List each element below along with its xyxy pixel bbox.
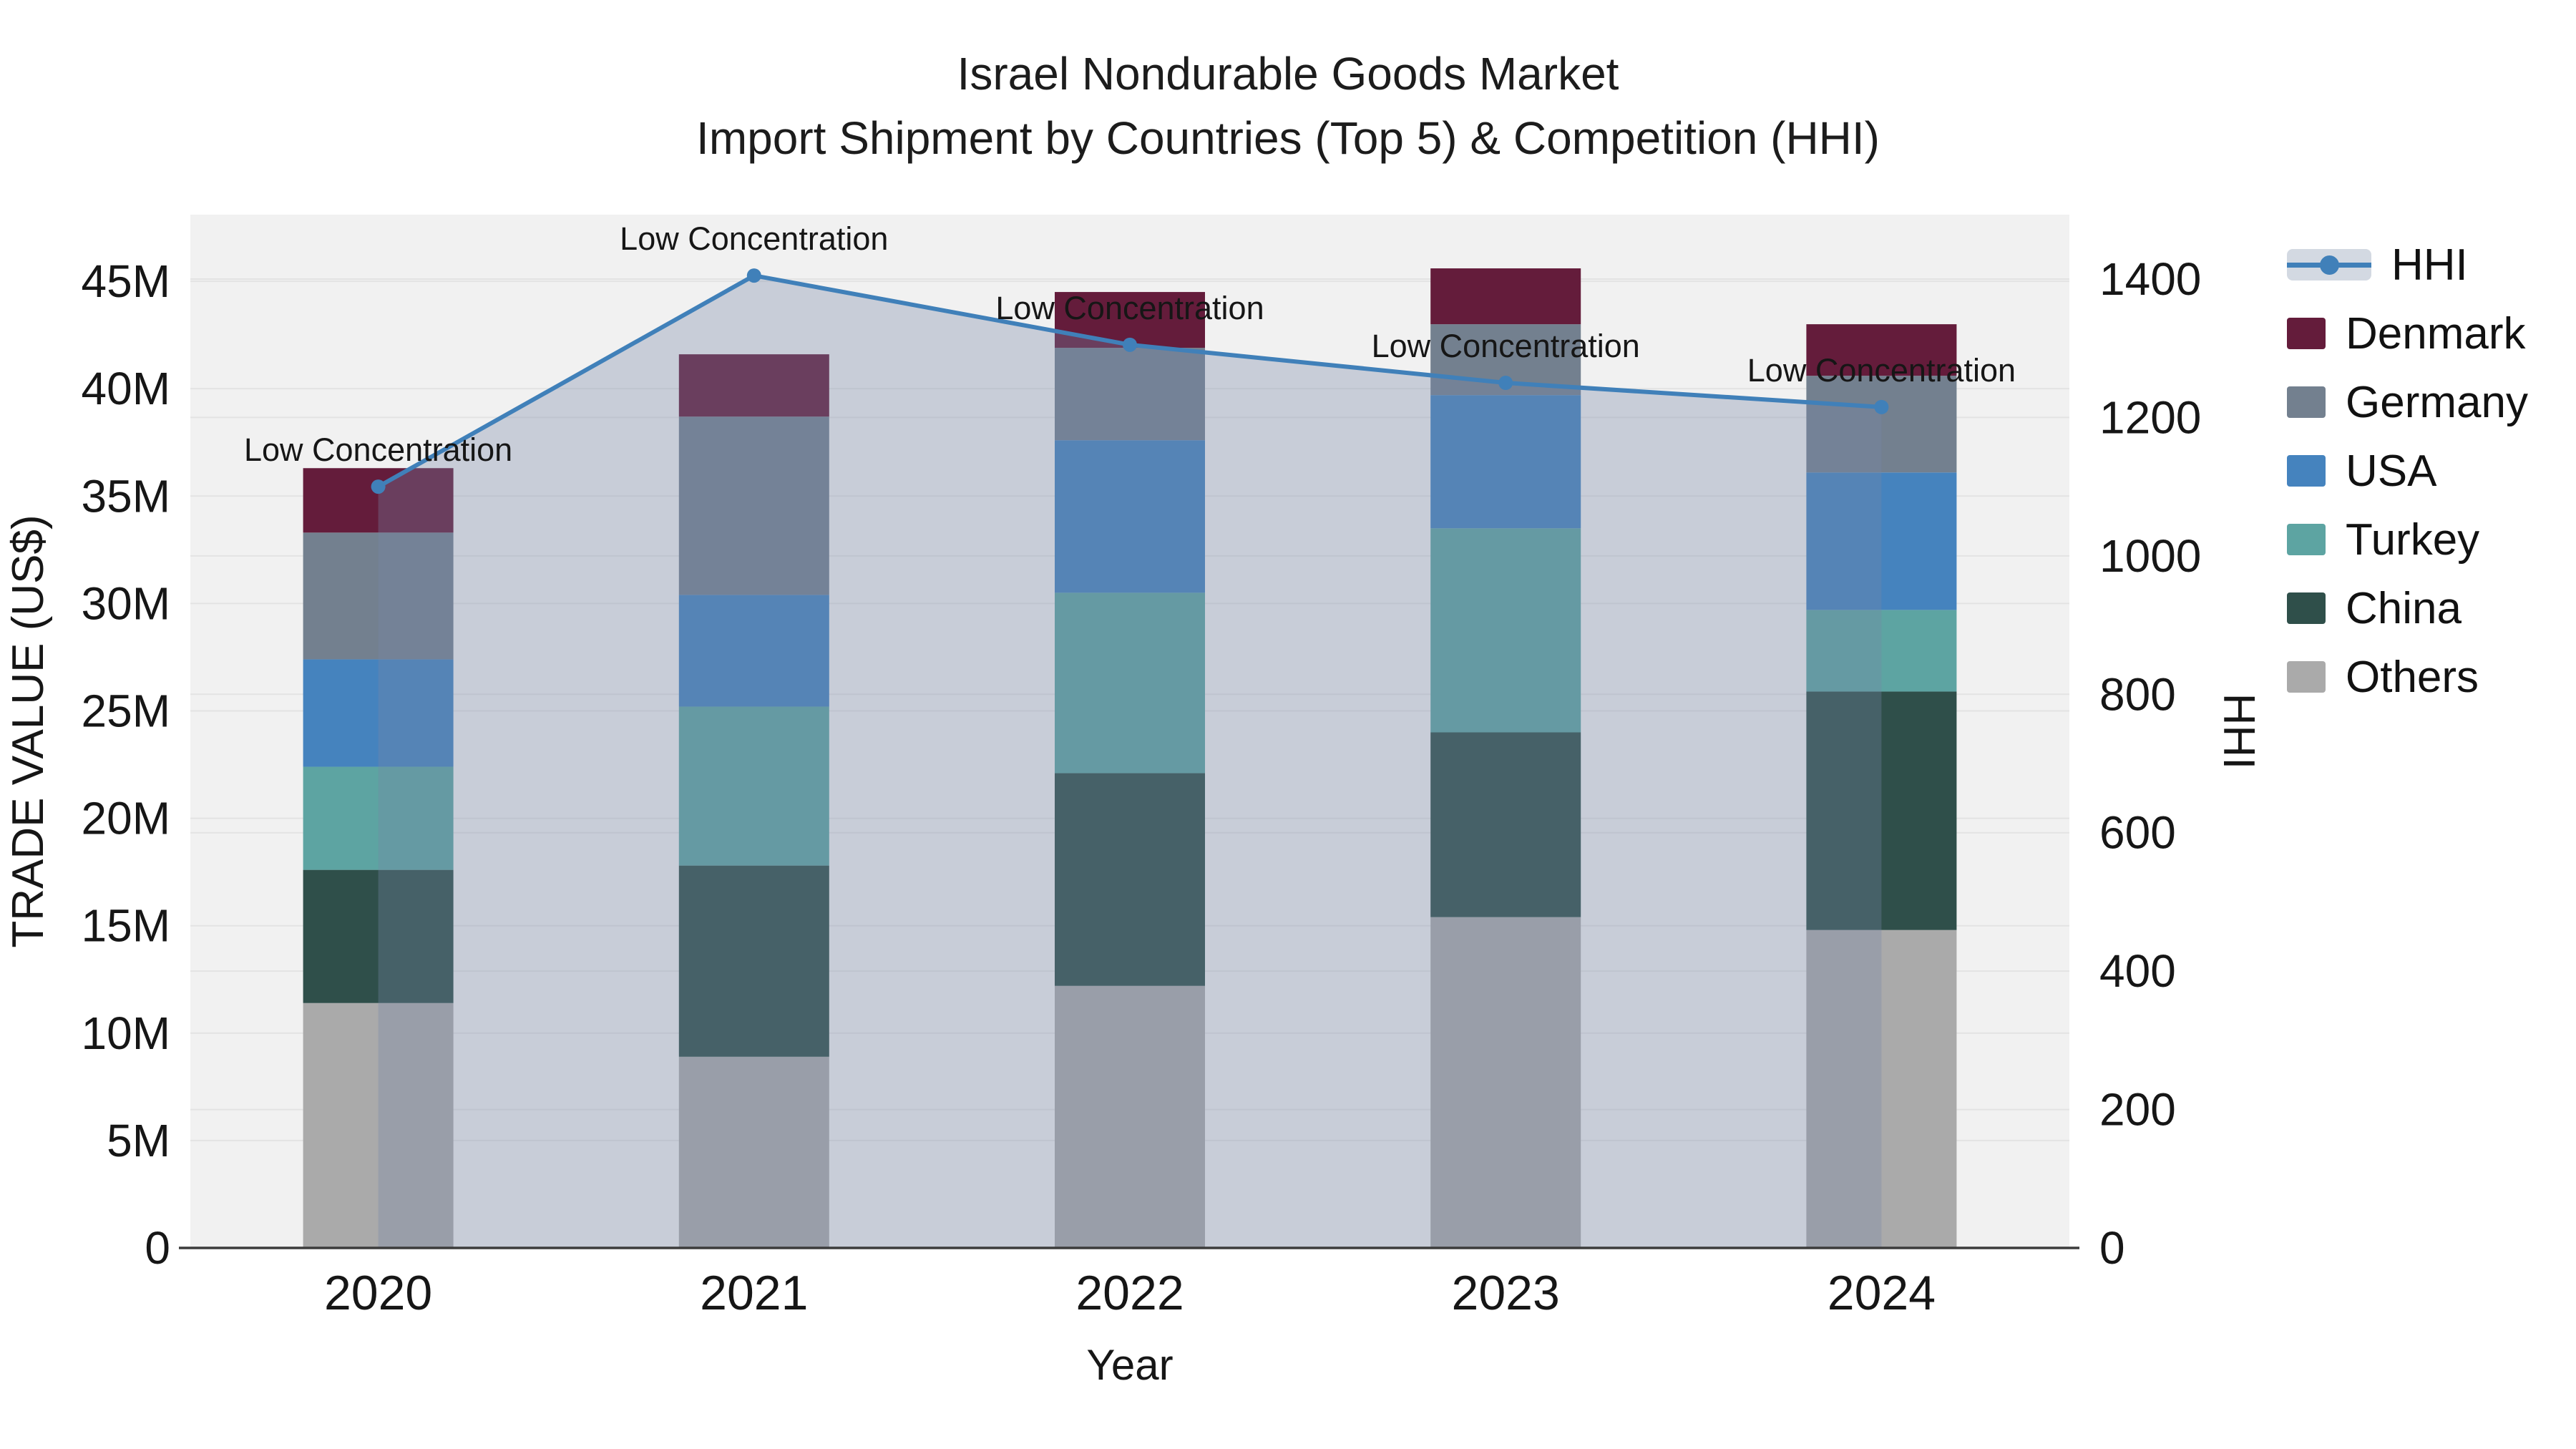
hhi-tick-label-600: 600 [2099, 807, 2176, 859]
y-axis-title: TRADE VALUE (US$) [4, 514, 53, 947]
bar-segment-2022-china[interactable] [1055, 773, 1205, 986]
legend-item-denmark[interactable]: Denmark [2287, 299, 2528, 368]
bar-segment-2021-germany[interactable] [678, 416, 829, 595]
hhi-tick-label-1200: 1200 [2099, 391, 2201, 443]
hhi-tick-label-1000: 1000 [2099, 530, 2201, 582]
bar-segment-2020-usa[interactable] [303, 659, 454, 767]
legend-swatch-turkey [2287, 524, 2326, 555]
x-tick-label-2022: 2022 [1075, 1266, 1184, 1320]
chart-legend: HHI Denmark Germany USA Turkey China Others [2287, 230, 2528, 711]
hhi-tick-label-1400: 1400 [2099, 253, 2201, 305]
hhi-axis-title: HHI [2214, 693, 2263, 770]
bar-segment-2024-china[interactable] [1806, 691, 1957, 930]
legend-item-china[interactable]: China [2287, 574, 2528, 643]
bar-segment-2024-usa[interactable] [1806, 472, 1957, 610]
x-tick-label-2023: 2023 [1452, 1266, 1560, 1320]
bar-segment-2022-turkey[interactable] [1055, 592, 1205, 774]
legend-label-denmark: Denmark [2346, 308, 2526, 358]
legend-swatch-usa [2287, 455, 2326, 487]
bar-segment-2023-china[interactable] [1430, 732, 1581, 917]
legend-label-others: Others [2346, 652, 2479, 702]
bar-segment-2023-others[interactable] [1430, 917, 1581, 1248]
x-tick-label-2024: 2024 [1828, 1266, 1936, 1320]
bar-segment-2022-usa[interactable] [1055, 440, 1205, 593]
legend-swatch-denmark [2287, 318, 2326, 349]
y-tick-label-35M: 35M [82, 470, 171, 522]
x-tick-label-2021: 2021 [700, 1266, 808, 1320]
bar-segment-2024-denmark[interactable] [1806, 324, 1957, 376]
hhi-dot-2021[interactable] [746, 268, 761, 283]
y-tick-label-15M: 15M [82, 900, 171, 952]
legend-label-turkey: Turkey [2346, 514, 2480, 565]
hhi-tick-label-200: 200 [2099, 1084, 2176, 1136]
annotation-2023: Low Concentration [1372, 328, 1640, 364]
legend-item-usa[interactable]: USA [2287, 436, 2528, 505]
y-tick-label-30M: 30M [82, 577, 171, 629]
chart-title: Israel Nondurable Goods Market Import Sh… [0, 42, 2576, 170]
annotation-2022: Low Concentration [995, 290, 1264, 326]
legend-item-hhi[interactable]: HHI [2287, 230, 2528, 299]
legend-swatch-germany [2287, 386, 2326, 418]
annotation-2021: Low Concentration [620, 220, 888, 257]
y-tick-label-5M: 5M [107, 1115, 170, 1166]
bar-segment-2024-germany[interactable] [1806, 376, 1957, 473]
y-tick-label-25M: 25M [82, 685, 171, 736]
bar-segment-2021-denmark[interactable] [678, 354, 829, 417]
legend-swatch-others [2287, 661, 2326, 693]
hhi-tick-label-800: 800 [2099, 668, 2176, 720]
bar-segment-2021-others[interactable] [678, 1056, 829, 1248]
bar-segment-2020-others[interactable] [303, 1002, 454, 1248]
chart-title-line1: Israel Nondurable Goods Market [957, 48, 1619, 99]
bar-segment-2023-turkey[interactable] [1430, 528, 1581, 733]
bar-segment-2020-turkey[interactable] [303, 766, 454, 870]
x-tick-label-2020: 2020 [324, 1266, 432, 1320]
bar-segment-2020-denmark[interactable] [303, 468, 454, 533]
annotation-2020: Low Concentration [244, 431, 512, 468]
x-axis-title: Year [1086, 1341, 1173, 1389]
legend-label-china: China [2346, 583, 2462, 633]
legend-hhi-line-swatch [2287, 249, 2371, 280]
bar-segment-2023-denmark[interactable] [1430, 268, 1581, 325]
hhi-tick-label-400: 400 [2099, 945, 2176, 997]
hhi-dot-2024[interactable] [1874, 399, 1889, 414]
y-tick-label-0: 0 [145, 1222, 170, 1274]
hhi-dot-2022[interactable] [1123, 337, 1137, 352]
y-tick-label-10M: 10M [82, 1008, 171, 1059]
legend-swatch-china [2287, 592, 2326, 624]
bar-segment-2021-usa[interactable] [678, 595, 829, 707]
legend-label-germany: Germany [2346, 377, 2528, 427]
legend-item-turkey[interactable]: Turkey [2287, 505, 2528, 574]
legend-hhi-dot [2320, 255, 2339, 275]
bar-segment-2022-germany[interactable] [1055, 348, 1205, 441]
legend-item-others[interactable]: Others [2287, 643, 2528, 711]
bar-segment-2023-usa[interactable] [1430, 395, 1581, 529]
y-tick-label-40M: 40M [82, 363, 171, 414]
annotation-2024: Low Concentration [1747, 352, 2016, 389]
legend-label-hhi: HHI [2391, 240, 2468, 290]
hhi-dot-2020[interactable] [371, 479, 386, 494]
chart-title-line2: Import Shipment by Countries (Top 5) & C… [696, 112, 1880, 164]
bar-segment-2021-turkey[interactable] [678, 706, 829, 866]
legend-label-usa: USA [2346, 446, 2437, 496]
bar-segment-2021-china[interactable] [678, 865, 829, 1057]
hhi-dot-2023[interactable] [1498, 376, 1513, 391]
y-tick-label-45M: 45M [82, 255, 171, 307]
bar-segment-2022-others[interactable] [1055, 985, 1205, 1248]
bar-segment-2024-others[interactable] [1806, 930, 1957, 1248]
bar-segment-2020-china[interactable] [303, 869, 454, 1003]
legend-item-germany[interactable]: Germany [2287, 368, 2528, 436]
hhi-area-fill [378, 275, 1882, 1249]
y-tick-label-20M: 20M [82, 793, 171, 844]
bar-segment-2024-turkey[interactable] [1806, 610, 1957, 692]
bar-segment-2020-germany[interactable] [303, 532, 454, 660]
hhi-tick-label-0: 0 [2099, 1222, 2125, 1274]
